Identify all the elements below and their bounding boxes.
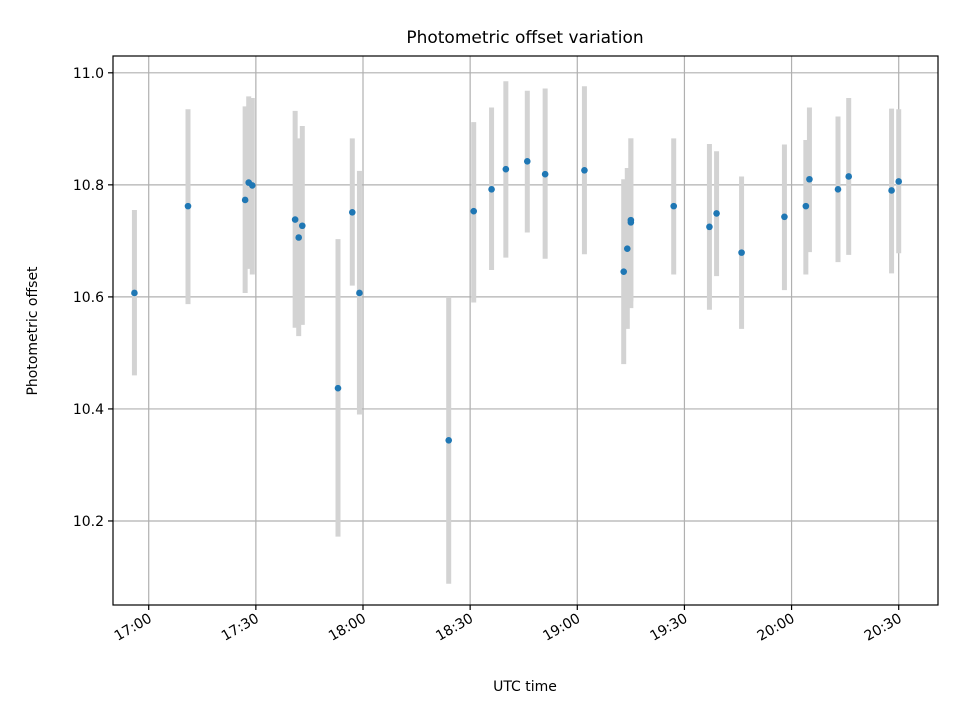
data-points [131, 158, 903, 444]
data-point [348, 208, 356, 216]
chart-title: Photometric offset variation [406, 28, 643, 48]
data-point [888, 187, 895, 194]
plot-frame [112, 55, 939, 606]
data-point [298, 222, 306, 230]
y-tick-label: 11.0 [73, 66, 104, 82]
data-point [184, 202, 192, 210]
data-point [895, 178, 903, 185]
data-point [706, 223, 713, 231]
data-point [295, 234, 303, 241]
data-point [802, 202, 810, 210]
data-point [523, 158, 531, 165]
data-point [356, 289, 363, 297]
data-point [623, 245, 631, 253]
data-point [627, 216, 635, 224]
data-point [541, 170, 549, 178]
data-point [806, 175, 813, 183]
y-axis-ticks: 10.2 10.4 10.6 10.8 11.0 [73, 66, 113, 530]
data-point [713, 210, 720, 217]
y-tick-label: 10.4 [73, 402, 104, 418]
data-point [445, 437, 453, 444]
y-axis-label: Photometric offset [25, 266, 41, 396]
data-point [581, 166, 588, 174]
y-tick-label: 10.2 [73, 514, 104, 530]
data-point [334, 384, 342, 392]
data-point [241, 196, 249, 204]
data-point [291, 216, 299, 223]
y-tick-label: 10.6 [73, 290, 104, 306]
y-tick-label: 10.8 [73, 178, 104, 194]
data-point [131, 289, 138, 297]
data-point [781, 213, 788, 221]
data-point [620, 268, 628, 275]
data-point [738, 249, 745, 256]
data-point [248, 182, 256, 189]
data-point [670, 202, 678, 210]
data-point [488, 186, 495, 193]
x-axis-label: UTC time [493, 679, 557, 695]
data-point [834, 186, 842, 193]
data-point [502, 165, 510, 173]
data-point [470, 207, 478, 215]
data-point [845, 173, 853, 180]
